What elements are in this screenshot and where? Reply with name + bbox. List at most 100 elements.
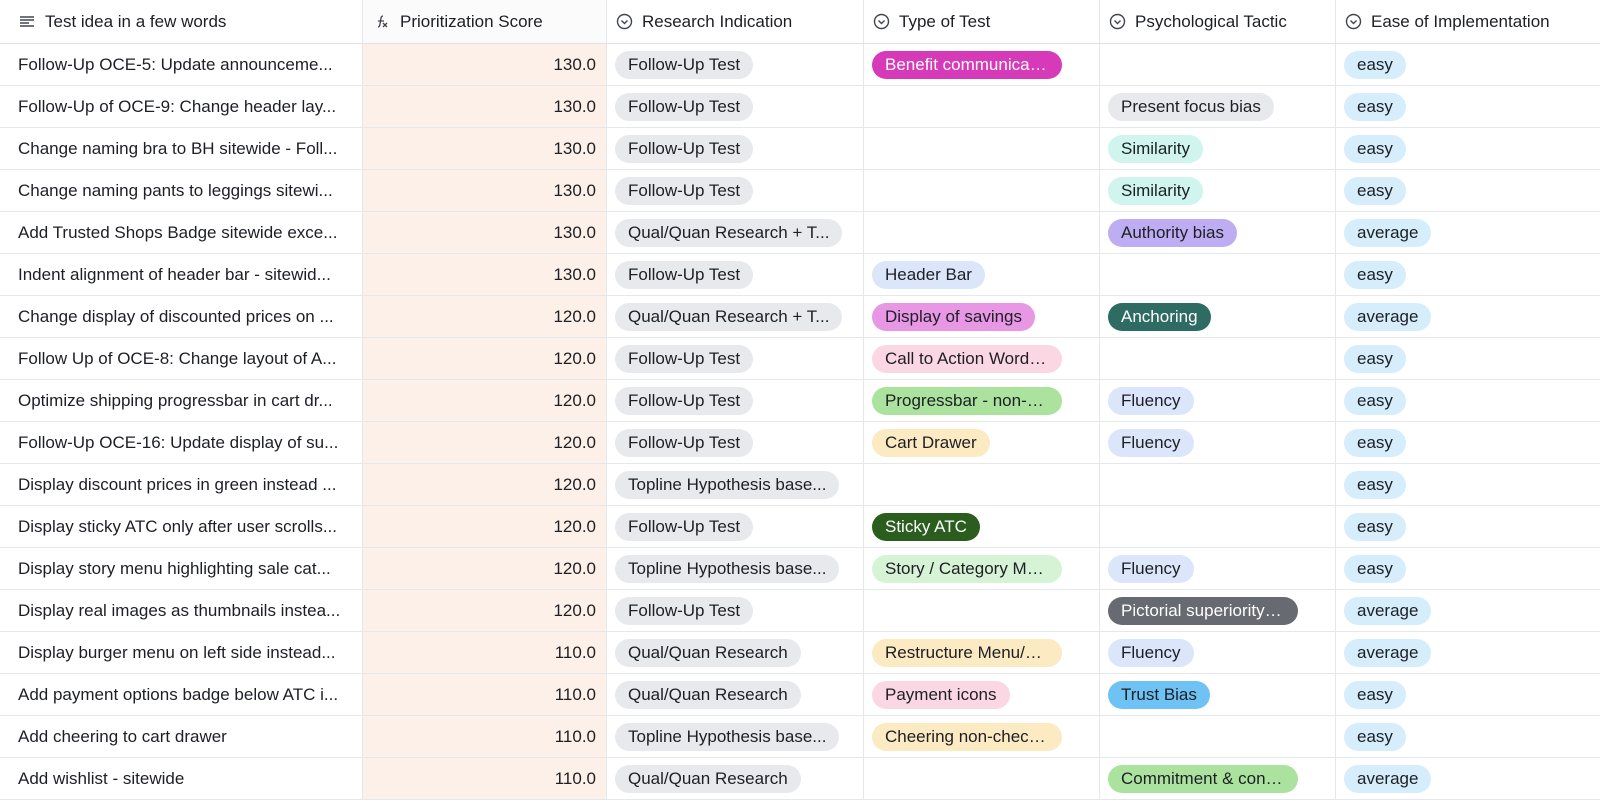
column-header-prioritization-score[interactable]: Prioritization Score — [363, 0, 607, 43]
cell-test-idea[interactable]: Add payment options badge below ATC i... — [0, 674, 363, 715]
cell-prioritization-score[interactable]: 120.0 — [363, 296, 607, 337]
cell-type-of-test[interactable]: Progressbar - non-ch... — [864, 380, 1100, 421]
table-row[interactable]: Follow-Up OCE-16: Update display of su..… — [0, 422, 1600, 464]
cell-ease-of-implementation[interactable]: easy — [1336, 716, 1600, 757]
cell-prioritization-score[interactable]: 130.0 — [363, 86, 607, 127]
cell-ease-of-implementation[interactable]: average — [1336, 590, 1600, 631]
table-row[interactable]: Display burger menu on left side instead… — [0, 632, 1600, 674]
cell-prioritization-score[interactable]: 110.0 — [363, 674, 607, 715]
cell-prioritization-score[interactable]: 130.0 — [363, 254, 607, 295]
cell-prioritization-score[interactable]: 120.0 — [363, 506, 607, 547]
cell-test-idea[interactable]: Change naming pants to leggings sitewi..… — [0, 170, 363, 211]
cell-ease-of-implementation[interactable]: average — [1336, 632, 1600, 673]
column-header-type-of-test[interactable]: Type of Test — [864, 0, 1100, 43]
cell-research-indication[interactable]: Follow-Up Test — [607, 380, 864, 421]
cell-test-idea[interactable]: Add cheering to cart drawer — [0, 716, 363, 757]
table-row[interactable]: Follow-Up of OCE-9: Change header lay...… — [0, 86, 1600, 128]
cell-research-indication[interactable]: Qual/Quan Research — [607, 674, 864, 715]
cell-ease-of-implementation[interactable]: easy — [1336, 506, 1600, 547]
cell-ease-of-implementation[interactable]: easy — [1336, 86, 1600, 127]
cell-research-indication[interactable]: Topline Hypothesis base... — [607, 548, 864, 589]
cell-research-indication[interactable]: Qual/Quan Research — [607, 758, 864, 799]
table-row[interactable]: Display discount prices in green instead… — [0, 464, 1600, 506]
cell-prioritization-score[interactable]: 120.0 — [363, 548, 607, 589]
table-row[interactable]: Optimize shipping progressbar in cart dr… — [0, 380, 1600, 422]
cell-research-indication[interactable]: Follow-Up Test — [607, 506, 864, 547]
cell-psychological-tactic[interactable]: Commitment & consis... — [1100, 758, 1336, 799]
cell-research-indication[interactable]: Follow-Up Test — [607, 338, 864, 379]
cell-type-of-test[interactable] — [864, 212, 1100, 253]
cell-psychological-tactic[interactable] — [1100, 44, 1336, 85]
cell-prioritization-score[interactable]: 120.0 — [363, 380, 607, 421]
cell-prioritization-score[interactable]: 110.0 — [363, 716, 607, 757]
cell-type-of-test[interactable]: Cart Drawer — [864, 422, 1100, 463]
cell-prioritization-score[interactable]: 130.0 — [363, 128, 607, 169]
table-row[interactable]: Add wishlist - sitewide 110.0 Qual/Quan Re… — [0, 758, 1600, 800]
cell-psychological-tactic[interactable]: Trust Bias — [1100, 674, 1336, 715]
cell-prioritization-score[interactable]: 120.0 — [363, 464, 607, 505]
cell-type-of-test[interactable] — [864, 128, 1100, 169]
cell-type-of-test[interactable]: Sticky ATC — [864, 506, 1100, 547]
cell-ease-of-implementation[interactable]: easy — [1336, 338, 1600, 379]
cell-prioritization-score[interactable]: 110.0 — [363, 758, 607, 799]
cell-research-indication[interactable]: Follow-Up Test — [607, 44, 864, 85]
cell-type-of-test[interactable]: Benefit communicatio... — [864, 44, 1100, 85]
table-row[interactable]: Indent alignment of header bar - sitewid… — [0, 254, 1600, 296]
cell-psychological-tactic[interactable]: Similarity — [1100, 170, 1336, 211]
cell-test-idea[interactable]: Display discount prices in green instead… — [0, 464, 363, 505]
cell-prioritization-score[interactable]: 120.0 — [363, 590, 607, 631]
column-header-psychological-tactic[interactable]: Psychological Tactic — [1100, 0, 1336, 43]
cell-research-indication[interactable]: Qual/Quan Research — [607, 632, 864, 673]
cell-psychological-tactic[interactable] — [1100, 464, 1336, 505]
cell-test-idea[interactable]: Add Trusted Shops Badge sitewide exce... — [0, 212, 363, 253]
cell-prioritization-score[interactable]: 120.0 — [363, 422, 607, 463]
cell-psychological-tactic[interactable]: Fluency — [1100, 548, 1336, 589]
cell-research-indication[interactable]: Follow-Up Test — [607, 86, 864, 127]
cell-type-of-test[interactable]: Cheering non-checkout — [864, 716, 1100, 757]
cell-ease-of-implementation[interactable]: easy — [1336, 128, 1600, 169]
cell-psychological-tactic[interactable]: Present focus bias — [1100, 86, 1336, 127]
cell-test-idea[interactable]: Optimize shipping progressbar in cart dr… — [0, 380, 363, 421]
cell-psychological-tactic[interactable]: Fluency — [1100, 422, 1336, 463]
cell-test-idea[interactable]: Display sticky ATC only after user scrol… — [0, 506, 363, 547]
column-header-test-idea[interactable]: Test idea in a few words — [0, 0, 363, 43]
cell-ease-of-implementation[interactable]: average — [1336, 212, 1600, 253]
cell-psychological-tactic[interactable] — [1100, 716, 1336, 757]
cell-research-indication[interactable]: Follow-Up Test — [607, 170, 864, 211]
cell-ease-of-implementation[interactable]: easy — [1336, 548, 1600, 589]
table-row[interactable]: Display real images as thumbnails instea… — [0, 590, 1600, 632]
cell-research-indication[interactable]: Topline Hypothesis base... — [607, 716, 864, 757]
table-row[interactable]: Change naming pants to leggings sitewi..… — [0, 170, 1600, 212]
table-row[interactable]: Add Trusted Shops Badge sitewide exce...… — [0, 212, 1600, 254]
cell-test-idea[interactable]: Display burger menu on left side instead… — [0, 632, 363, 673]
cell-ease-of-implementation[interactable]: easy — [1336, 170, 1600, 211]
cell-research-indication[interactable]: Follow-Up Test — [607, 590, 864, 631]
column-header-ease-of-implementation[interactable]: Ease of Implementation — [1336, 0, 1600, 43]
cell-test-idea[interactable]: Follow-Up of OCE-9: Change header lay... — [0, 86, 363, 127]
cell-test-idea[interactable]: Display story menu highlighting sale cat… — [0, 548, 363, 589]
cell-test-idea[interactable]: Change naming bra to BH sitewide - Foll.… — [0, 128, 363, 169]
cell-type-of-test[interactable] — [864, 590, 1100, 631]
cell-ease-of-implementation[interactable]: easy — [1336, 464, 1600, 505]
table-row[interactable]: Follow-Up OCE-5: Update announceme... 130… — [0, 44, 1600, 86]
cell-type-of-test[interactable] — [864, 464, 1100, 505]
cell-ease-of-implementation[interactable]: easy — [1336, 674, 1600, 715]
cell-ease-of-implementation[interactable]: easy — [1336, 380, 1600, 421]
cell-psychological-tactic[interactable]: Authority bias — [1100, 212, 1336, 253]
cell-ease-of-implementation[interactable]: average — [1336, 296, 1600, 337]
cell-research-indication[interactable]: Follow-Up Test — [607, 128, 864, 169]
table-row[interactable]: Display story menu highlighting sale cat… — [0, 548, 1600, 590]
cell-test-idea[interactable]: Follow-Up OCE-5: Update announceme... — [0, 44, 363, 85]
cell-prioritization-score[interactable]: 120.0 — [363, 338, 607, 379]
cell-prioritization-score[interactable]: 130.0 — [363, 170, 607, 211]
cell-prioritization-score[interactable]: 110.0 — [363, 632, 607, 673]
cell-test-idea[interactable]: Follow Up of OCE-8: Change layout of A..… — [0, 338, 363, 379]
cell-test-idea[interactable]: Indent alignment of header bar - sitewid… — [0, 254, 363, 295]
cell-ease-of-implementation[interactable]: easy — [1336, 254, 1600, 295]
cell-ease-of-implementation[interactable]: easy — [1336, 422, 1600, 463]
cell-psychological-tactic[interactable]: Anchoring — [1100, 296, 1336, 337]
cell-test-idea[interactable]: Display real images as thumbnails instea… — [0, 590, 363, 631]
cell-prioritization-score[interactable]: 130.0 — [363, 212, 607, 253]
table-row[interactable]: Change display of discounted prices on .… — [0, 296, 1600, 338]
cell-psychological-tactic[interactable]: Pictorial superiority ef... — [1100, 590, 1336, 631]
